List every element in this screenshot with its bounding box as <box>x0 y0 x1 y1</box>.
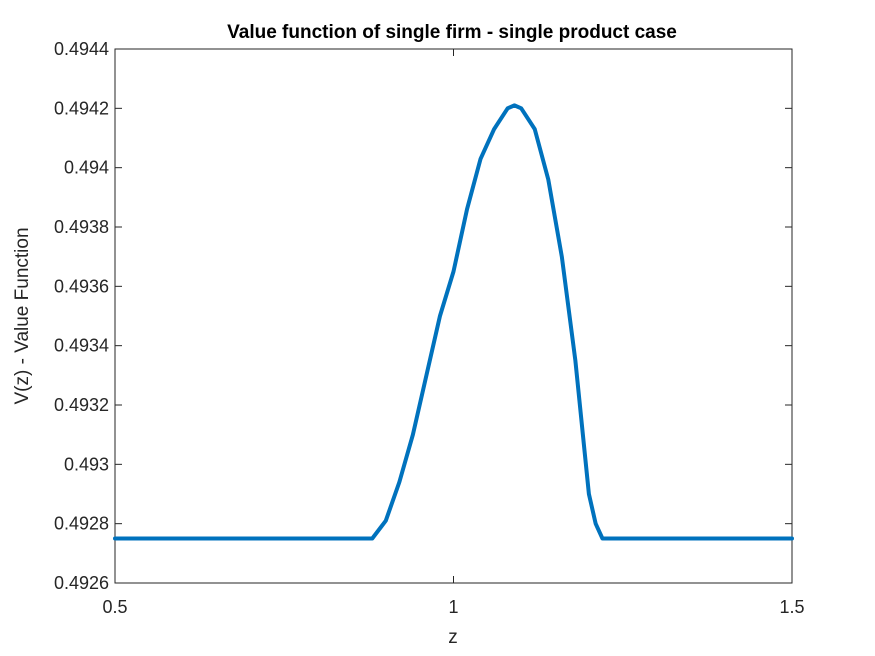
y-tick-label: 0.4944 <box>54 39 109 59</box>
value-function-line <box>113 103 794 541</box>
y-tick-label: 0.4928 <box>54 514 109 534</box>
x-tick-label: 1.5 <box>779 597 804 617</box>
y-tick-label: 0.4934 <box>54 336 109 356</box>
chart-title: Value function of single firm - single p… <box>227 22 677 43</box>
y-axis-label: V(z) - Value Function <box>12 227 33 404</box>
x-tick-label: 1 <box>448 597 458 617</box>
x-axis: 0.5 1 1.5 <box>102 49 805 617</box>
x-tick-label: 0.5 <box>102 597 127 617</box>
y-tick-label: 0.4942 <box>54 98 109 118</box>
y-tick-label: 0.4926 <box>54 573 109 593</box>
plot-frame <box>114 48 793 584</box>
y-axis: 0.4926 0.4928 0.493 0.4932 0.4934 0.4936 0.493… <box>54 39 792 593</box>
y-tick-label: 0.493 <box>64 454 109 474</box>
y-tick-label: 0.4938 <box>54 217 109 237</box>
x-axis-label: z <box>448 627 458 648</box>
y-tick-label: 0.4932 <box>54 395 109 415</box>
y-tick-label: 0.4936 <box>54 276 109 296</box>
y-tick-label: 0.494 <box>64 158 109 178</box>
